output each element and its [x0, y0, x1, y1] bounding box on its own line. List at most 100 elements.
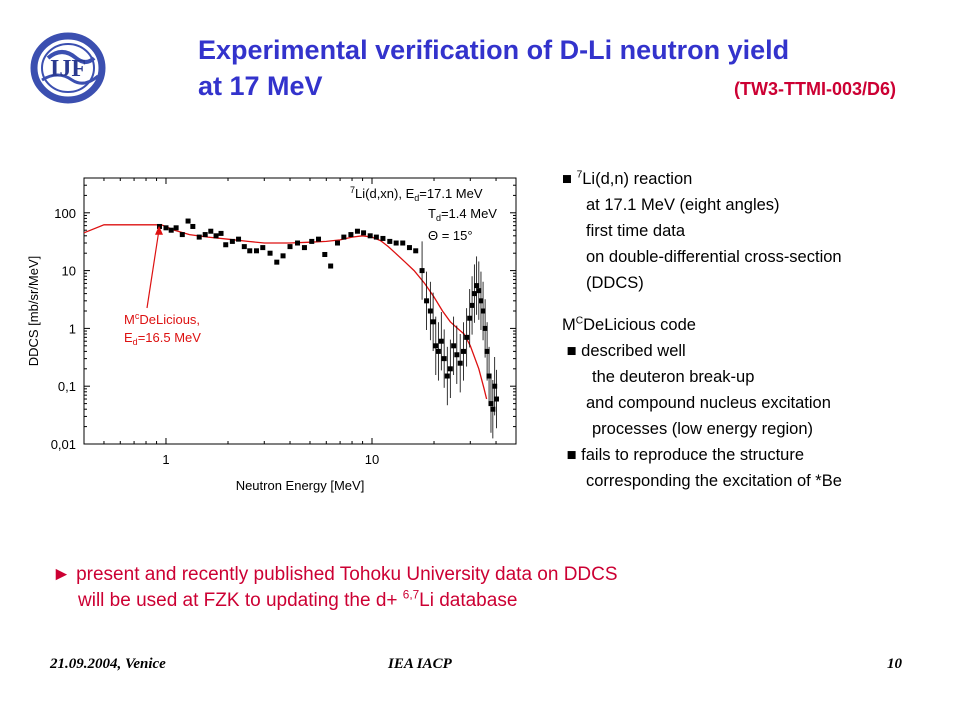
- bullet-marker-icon: ■: [562, 170, 572, 188]
- data-point: [274, 259, 280, 265]
- footer-date-location: 21.09.2004, Venice: [50, 656, 166, 672]
- data-point: [478, 298, 484, 304]
- data-point: [236, 236, 242, 242]
- data-point: [419, 268, 425, 274]
- data-point: [185, 218, 191, 224]
- data-point: [316, 236, 322, 242]
- y-axis-label: DDCS [mb/sr/MeV]: [26, 256, 41, 367]
- legend-reaction: 7Li(d,xn), Ed=17.1 MeV: [350, 185, 483, 203]
- conclusion-line-1: present and recently published Tohoku Un…: [76, 564, 618, 585]
- data-point: [471, 291, 477, 297]
- y-tick-label: 0,1: [58, 379, 76, 394]
- data-point: [354, 228, 360, 234]
- data-point: [309, 238, 315, 244]
- bullet-fails: ■ fails to reproduce the structure: [566, 446, 805, 464]
- data-point: [287, 244, 293, 250]
- data-point: [196, 234, 202, 240]
- data-point: [241, 244, 247, 250]
- data-point: [476, 288, 482, 294]
- data-point: [486, 373, 492, 379]
- data-point: [173, 225, 179, 231]
- data-point: [451, 343, 457, 349]
- data-point: [260, 245, 266, 251]
- data-point: [301, 245, 307, 251]
- data-point: [493, 396, 499, 402]
- data-point: [444, 373, 450, 379]
- footer-event: IEA IACP: [388, 656, 452, 672]
- data-point: [447, 366, 453, 372]
- data-point: [460, 348, 466, 354]
- bullet-text: at 17.1 MeV (eight angles): [586, 196, 780, 214]
- data-point: [492, 383, 498, 389]
- bullet-reaction: ■ 7Li(d,n) reaction: [562, 169, 693, 188]
- title-line-1: Experimental verification of D-Li neutro…: [198, 35, 790, 65]
- conclusion: ► present and recently published Tohoku …: [52, 562, 618, 614]
- annotation-code-name: McDeLicious,: [124, 311, 200, 327]
- data-point: [427, 308, 433, 314]
- data-point: [484, 348, 490, 354]
- data-point: [406, 245, 412, 251]
- data-point: [179, 232, 185, 238]
- data-point: [373, 234, 379, 240]
- data-point: [247, 248, 253, 254]
- data-point: [474, 283, 480, 289]
- data-point: [480, 308, 486, 314]
- arrow-icon: ►: [52, 564, 71, 585]
- x-axis-label: Neutron Energy [MeV]: [236, 478, 365, 493]
- conclusion-line-2: will be used at FZK to updating the d+ 6…: [78, 588, 518, 611]
- legend-angle: Θ = 15°: [428, 228, 473, 243]
- bullet-text: corresponding the excitation of *Be: [586, 472, 842, 490]
- bullet-described: ■ described well: [566, 342, 686, 360]
- data-point: [341, 234, 347, 240]
- data-point: [253, 248, 259, 254]
- bullet-text: (DDCS): [586, 274, 644, 292]
- mcdelicious-curve: [83, 224, 488, 400]
- data-point: [457, 360, 463, 366]
- data-point: [348, 232, 354, 238]
- data-point: [424, 298, 430, 304]
- x-tick-label: 10: [365, 452, 379, 467]
- data-point: [482, 325, 488, 331]
- logo-text: IJF: [50, 56, 86, 82]
- y-tick-label: 1: [69, 321, 76, 336]
- annotation-arrowhead-icon: [155, 225, 163, 235]
- data-point: [393, 240, 399, 246]
- data-point: [380, 235, 386, 241]
- data-point: [213, 233, 219, 239]
- data-point: [413, 248, 419, 254]
- bullet-text: and compound nucleus excitation: [586, 394, 831, 412]
- annotation-energy: Ed=16.5 MeV: [124, 330, 201, 347]
- bullet-text: processes (low energy region): [592, 420, 814, 438]
- data-point: [163, 225, 169, 231]
- y-tick-label: 10: [62, 264, 76, 279]
- bullet-text: the deuteron break-up: [592, 368, 755, 386]
- bullet-text: on double-differential cross-section: [586, 248, 842, 266]
- data-point: [208, 228, 214, 234]
- data-point: [367, 233, 373, 239]
- data-point: [322, 251, 328, 257]
- slide-title: Experimental verification of D-Li neutro…: [198, 32, 938, 107]
- title-line-2: at 17 MeV: [198, 71, 323, 101]
- data-point: [464, 334, 470, 340]
- logo-image: IJF: [30, 32, 106, 104]
- bullet-marker-icon: ■: [566, 342, 577, 360]
- code-heading: MCDeLicious code: [562, 315, 696, 334]
- x-tick-label: 1: [162, 452, 169, 467]
- data-point: [435, 348, 441, 354]
- data-point: [454, 352, 460, 358]
- data-point: [467, 315, 473, 321]
- data-point: [433, 343, 439, 349]
- data-point: [488, 401, 494, 407]
- data-point: [334, 240, 340, 246]
- y-tick-label: 0,01: [51, 437, 76, 452]
- data-point: [295, 240, 301, 246]
- data-point: [202, 232, 208, 238]
- data-point: [190, 223, 196, 229]
- data-point: [400, 240, 406, 246]
- data-point: [267, 250, 273, 256]
- data-point: [280, 253, 286, 259]
- title-code: (TW3-TTMI-003/D6): [734, 79, 896, 99]
- data-point: [223, 242, 229, 248]
- data-point: [469, 302, 475, 308]
